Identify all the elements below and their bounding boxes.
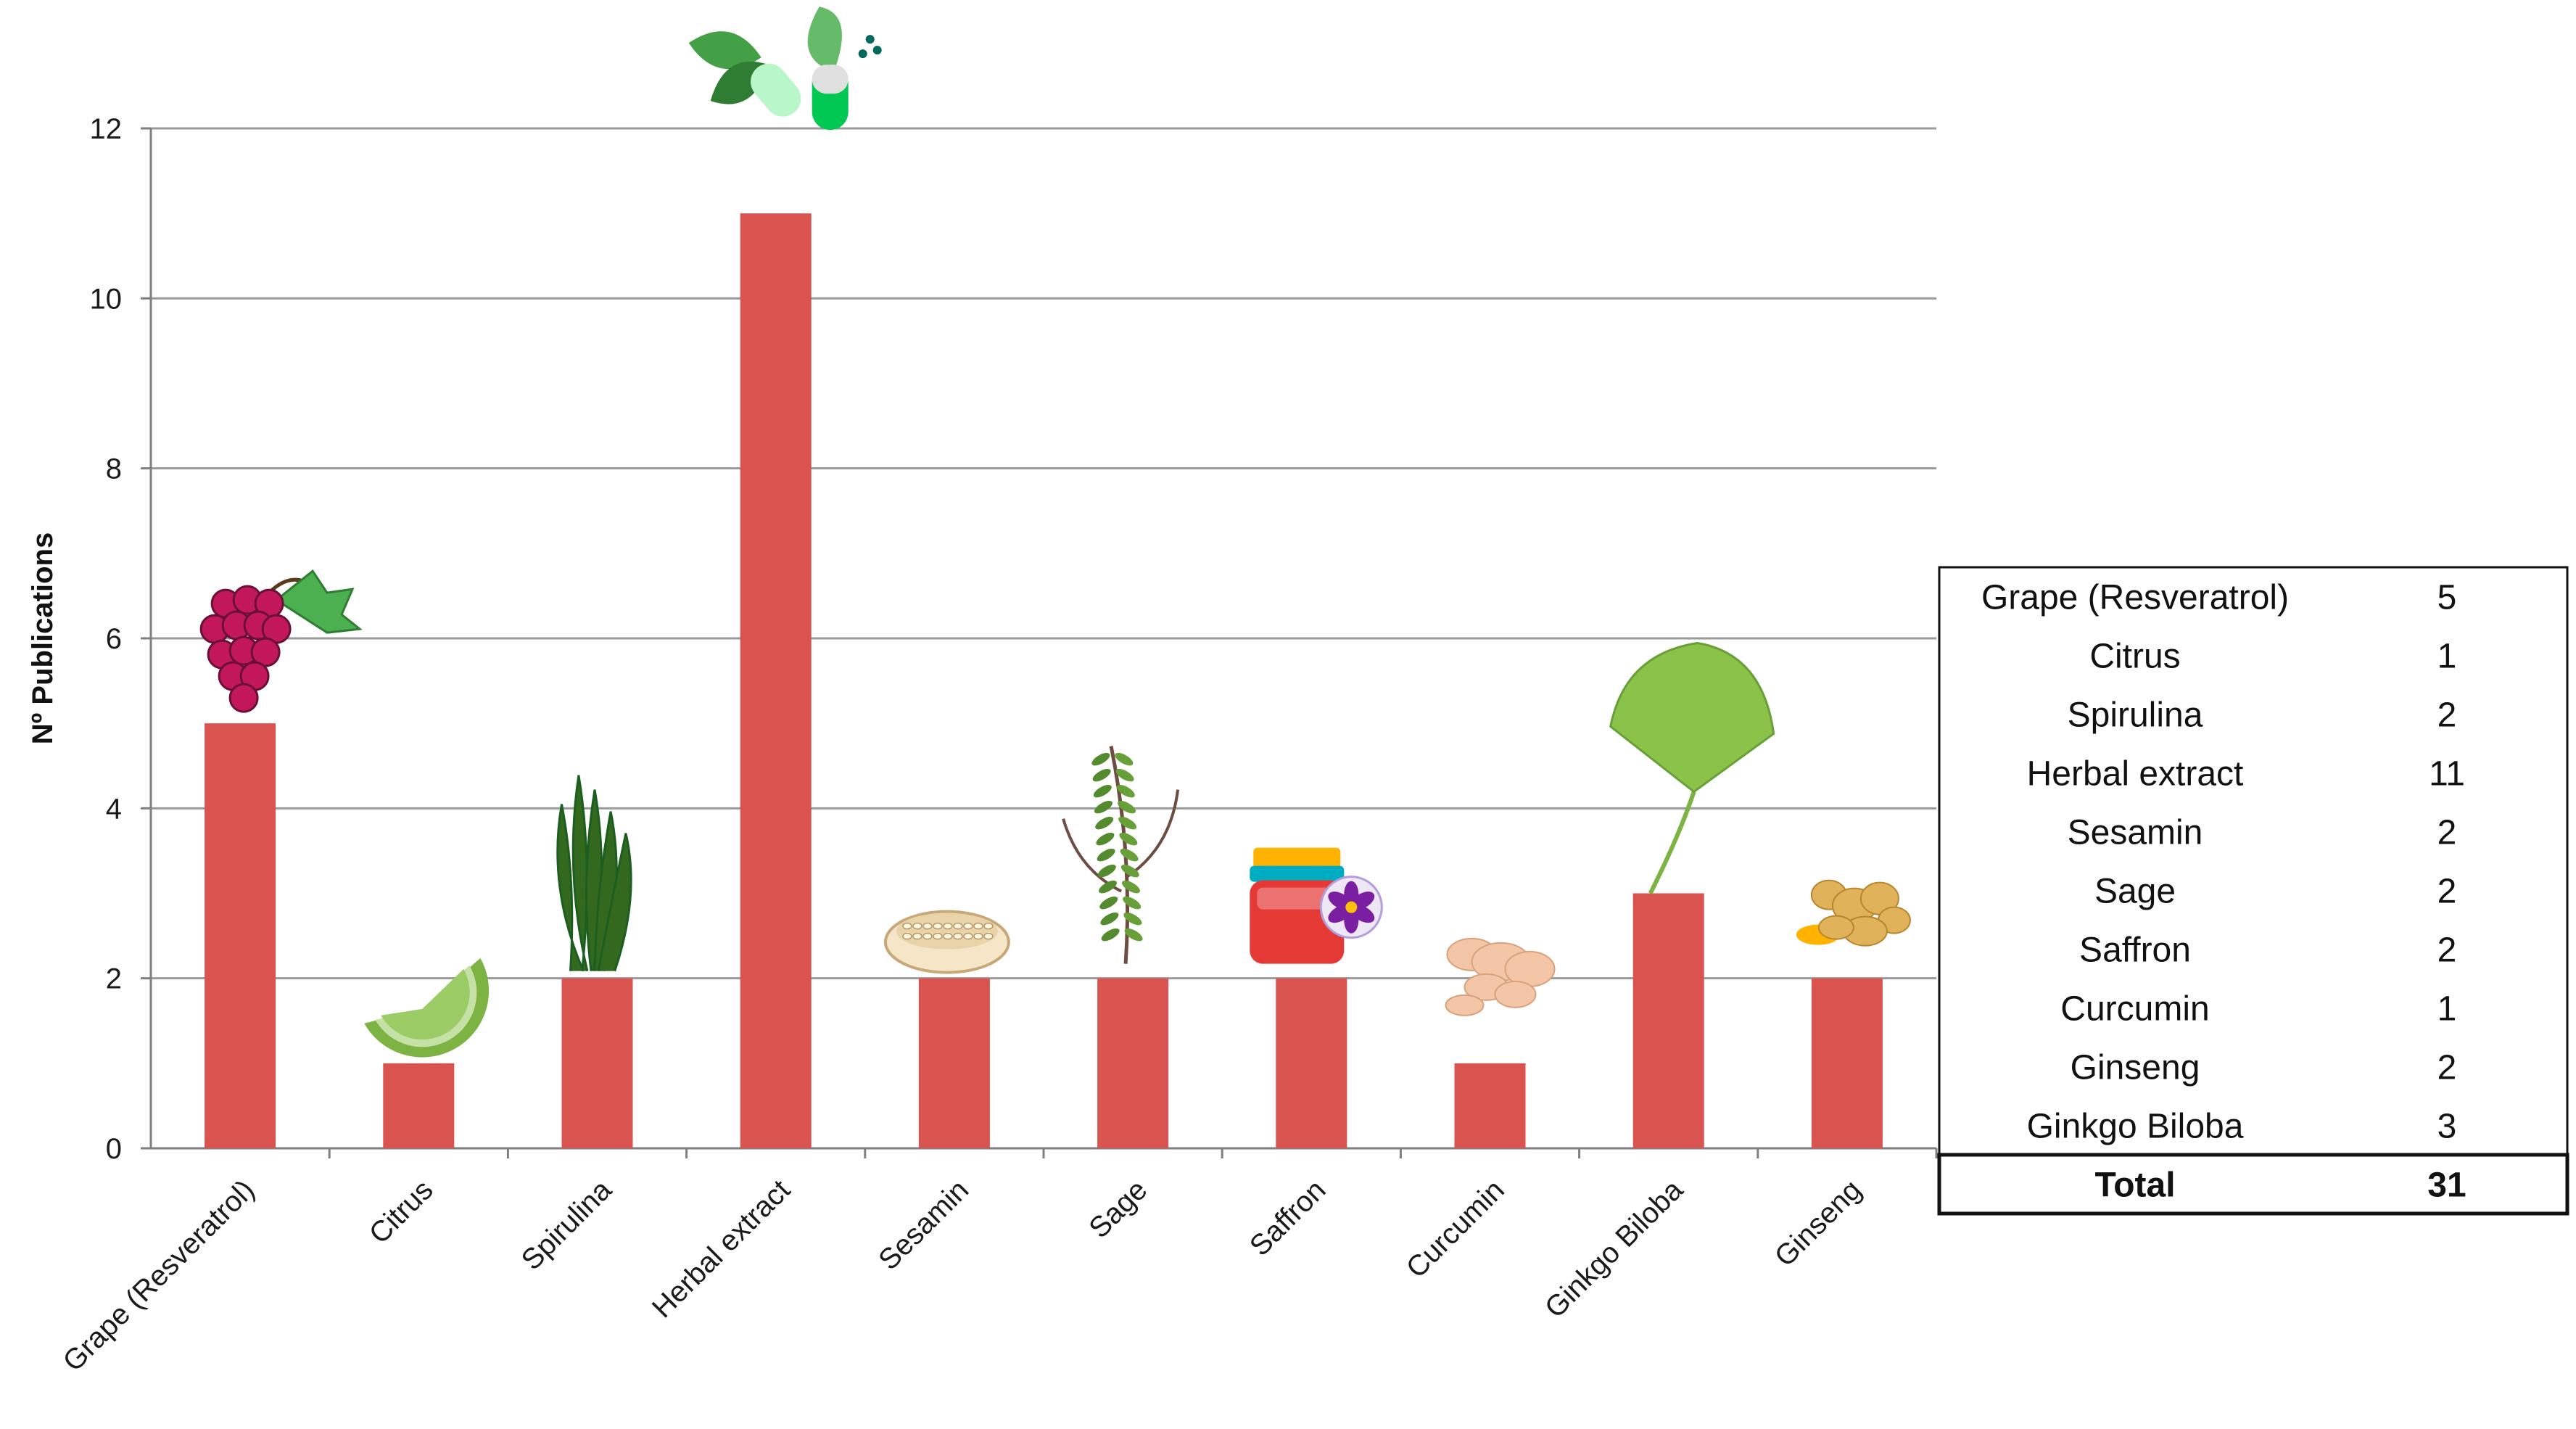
table-row: Ginkgo Biloba 3: [2027, 1108, 2457, 1146]
category-icons: [199, 7, 1911, 1058]
table-row-value: 2: [2437, 873, 2457, 911]
table-total-row-frame: [1937, 1153, 2569, 1216]
table-row-value: 2: [2437, 696, 2457, 735]
bar-grape-resveratrol: [205, 723, 276, 1148]
sage-sprig-icon: [1062, 746, 1180, 964]
y-tick-label: 4: [106, 793, 122, 825]
table-row-value: 11: [2429, 755, 2465, 794]
table-row-value: 1: [2437, 638, 2457, 676]
axis-labels: 0 2 4 6 8 10 12 Grape (Resveratrol) Citrus Spirul…: [57, 113, 1867, 1377]
table-row-value: 2: [2437, 931, 2457, 970]
table-row-label: Ginkgo Biloba: [2027, 1108, 2244, 1146]
table-row: Grape (Resveratrol) 5: [1981, 579, 2456, 617]
table-row-value: 3: [2437, 1108, 2457, 1146]
table-row-label: Spirulina: [2068, 696, 2203, 735]
bar-sesamin: [918, 978, 990, 1148]
y-tick-label: 0: [106, 1133, 122, 1165]
x-tick-label: Saffron: [1244, 1174, 1332, 1262]
table-frame: [1938, 566, 2569, 1215]
table-row-label: Grape (Resveratrol): [1981, 579, 2289, 617]
table-row-label: Sesamin: [2068, 814, 2203, 852]
table-row-label: Ginseng: [2071, 1049, 2200, 1087]
bar-ginkgo-biloba: [1632, 893, 1704, 1148]
table-row-label: Citrus: [2089, 638, 2180, 676]
table-row-label: Herbal extract: [2027, 755, 2244, 794]
x-tick-label: Sage: [1083, 1174, 1153, 1244]
bar-citrus: [383, 1063, 455, 1148]
y-tick-label: 8: [106, 453, 122, 485]
ginseng-root-icon: [1796, 879, 1911, 947]
table-row-label: Saffron: [2079, 931, 2191, 970]
bar-spirulina: [561, 978, 633, 1148]
sesame-seeds-icon: [883, 910, 1010, 974]
table-row: Curcumin 1: [2060, 990, 2456, 1029]
spirulina-seaweed-icon: [556, 775, 632, 972]
saffron-jar-icon: [1250, 847, 1383, 964]
table-row-value: 5: [2437, 579, 2457, 617]
table-row: Herbal extract 11: [2027, 755, 2465, 794]
table-row: Spirulina 2: [2068, 696, 2457, 735]
x-tick-label: Grape (Resveratrol): [57, 1174, 260, 1377]
bar-saffron: [1276, 978, 1347, 1148]
bars: [205, 213, 1883, 1149]
herbal-capsule-leaves-icon: [688, 7, 882, 131]
y-tick-label: 10: [90, 283, 123, 315]
y-tick-label: 6: [106, 623, 122, 655]
table-row: Sage 2: [2094, 873, 2456, 911]
y-tick-label: 2: [106, 963, 122, 995]
table-row-value: 1: [2437, 990, 2457, 1029]
table-row: Citrus 1: [2089, 638, 2456, 676]
curcumin-root-icon: [1445, 937, 1556, 1016]
x-tick-label: Citrus: [363, 1174, 439, 1250]
table-row-label: Curcumin: [2060, 990, 2209, 1029]
y-tick-label: 12: [90, 113, 123, 145]
table-row: Ginseng 2: [2071, 1049, 2457, 1087]
bar-curcumin: [1454, 1063, 1526, 1148]
x-tick-label: Ginseng: [1769, 1174, 1867, 1272]
table-row-value: 2: [2437, 1049, 2457, 1087]
x-tick-label: Herbal extract: [646, 1174, 796, 1324]
x-tick-label: Ginkgo Biloba: [1539, 1174, 1690, 1325]
table-total-label: Total: [2094, 1166, 2175, 1205]
lime-slice-icon: [364, 958, 490, 1058]
table-row: Sesamin 2: [2068, 814, 2457, 852]
ginkgo-leaf-icon: [1609, 641, 1775, 894]
bar-sage: [1097, 978, 1169, 1148]
bar-ginseng: [1811, 978, 1883, 1148]
table-row-value: 2: [2437, 814, 2457, 852]
x-tick-label: Curcumin: [1400, 1174, 1511, 1284]
bar-herbal-extract: [740, 213, 812, 1149]
y-axis-title: Nº Publications: [27, 532, 59, 744]
table-row: Saffron 2: [2079, 931, 2456, 970]
grapes-icon: [199, 569, 363, 713]
x-tick-label: Sesamin: [872, 1174, 975, 1276]
summary-table: Grape (Resveratrol) 5 Citrus 1 Spirulina 2 Her…: [1937, 566, 2569, 1216]
table-total-value: 31: [2427, 1166, 2466, 1205]
x-tick-label: Spirulina: [516, 1174, 619, 1277]
table-row-label: Sage: [2094, 873, 2176, 911]
